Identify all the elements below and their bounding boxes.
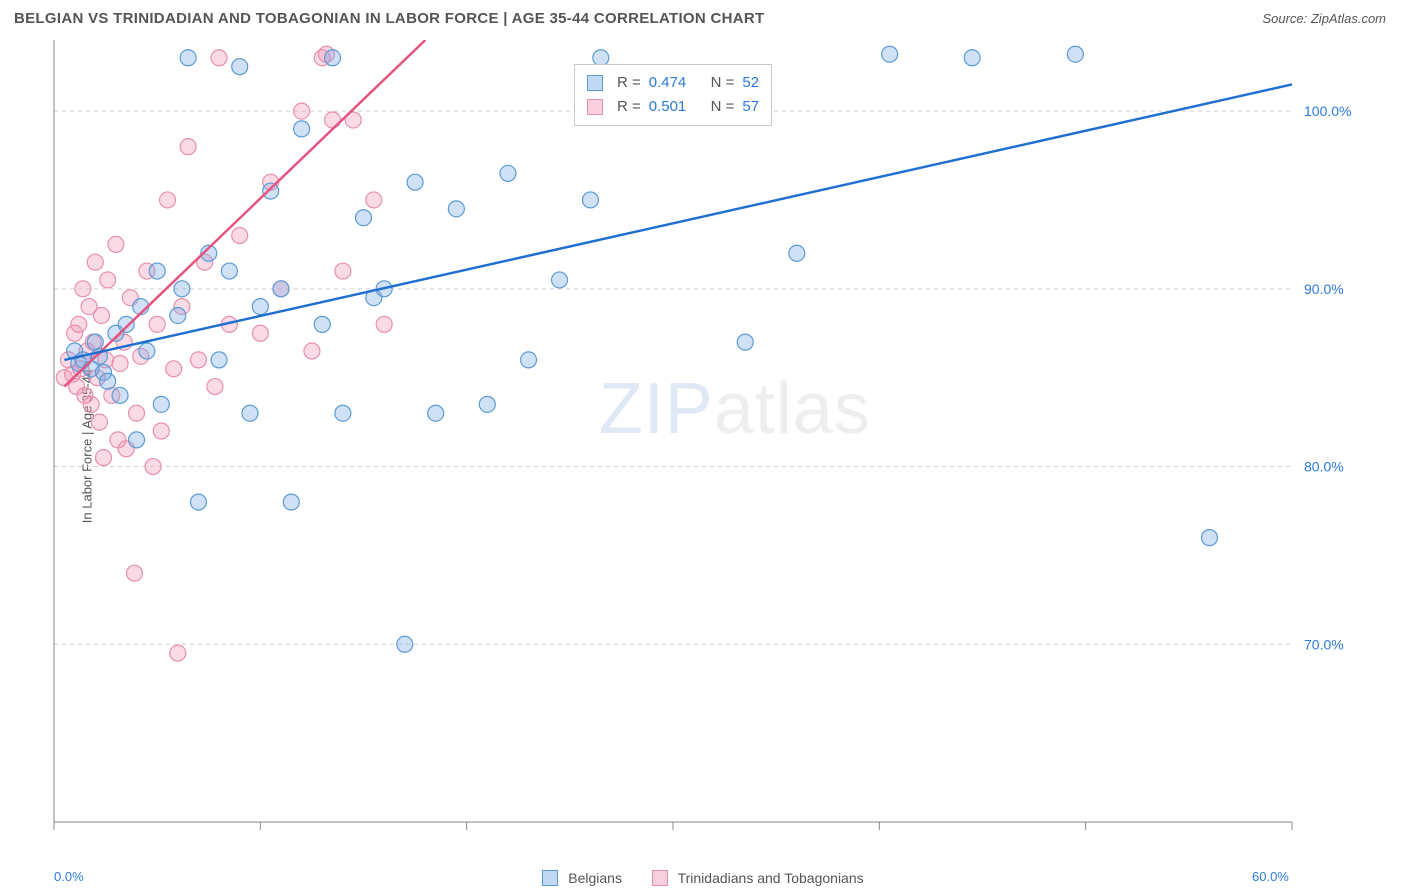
series-legend: Belgians Trinidadians and Tobagonians — [0, 870, 1406, 886]
swatch-trinidadians-icon — [587, 99, 603, 115]
svg-text:80.0%: 80.0% — [1304, 459, 1344, 475]
r-value-belgians: 0.474 — [649, 71, 687, 95]
chart-area: In Labor Force | Age 35-44 70.0%80.0%90.… — [14, 40, 1392, 852]
legend-item-trinidadians: Trinidadians and Tobagonians — [652, 870, 864, 886]
n-label: N = — [711, 95, 735, 119]
stats-row-belgians: R = 0.474 N = 52 — [587, 71, 759, 95]
r-label: R = — [617, 95, 641, 119]
n-value-trinidadians: 57 — [742, 95, 759, 119]
r-value-trinidadians: 0.501 — [649, 95, 687, 119]
r-label: R = — [617, 71, 641, 95]
correlation-stats-box: R = 0.474 N = 52 R = 0.501 N = 57 — [574, 64, 772, 126]
legend-label-belgians: Belgians — [568, 870, 622, 886]
chart-title: BELGIAN VS TRINIDADIAN AND TOBAGONIAN IN… — [14, 10, 765, 27]
legend-label-trinidadians: Trinidadians and Tobagonians — [678, 870, 864, 886]
source-attribution: Source: ZipAtlas.com — [1262, 11, 1386, 26]
chart-header: BELGIAN VS TRINIDADIAN AND TOBAGONIAN IN… — [0, 0, 1406, 33]
n-label: N = — [711, 71, 735, 95]
svg-text:100.0%: 100.0% — [1304, 103, 1351, 119]
swatch-belgians-icon — [542, 870, 558, 886]
svg-text:70.0%: 70.0% — [1304, 636, 1344, 652]
stats-row-trinidadians: R = 0.501 N = 57 — [587, 95, 759, 119]
n-value-belgians: 52 — [742, 71, 759, 95]
swatch-trinidadians-icon — [652, 870, 668, 886]
svg-text:90.0%: 90.0% — [1304, 281, 1344, 297]
swatch-belgians-icon — [587, 75, 603, 91]
scatter-plot: 70.0% 80.0% 90.0% 100.0% — [14, 40, 1392, 852]
legend-item-belgians: Belgians — [542, 870, 622, 886]
